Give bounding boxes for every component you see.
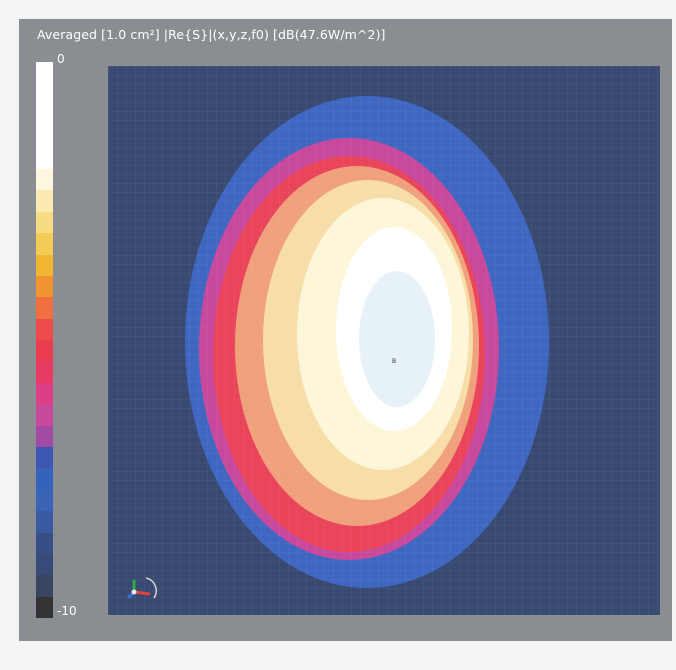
color-scale-step xyxy=(36,382,53,405)
color-scale-step xyxy=(36,275,53,298)
color-scale-step xyxy=(36,425,53,448)
color-scale-step xyxy=(36,596,53,619)
color-scale-step xyxy=(36,233,53,255)
field-viewport[interactable]: Averaged [1.0 cm²] |Re{S}|(x,y,z,f0) [dB… xyxy=(19,19,672,641)
color-scale-step xyxy=(36,340,53,362)
color-scale-min-label: -10 xyxy=(57,604,77,618)
color-scale-step xyxy=(36,553,53,576)
color-scale-step xyxy=(36,126,53,148)
color-scale-max-label: 0 xyxy=(57,52,65,66)
color-scale-step xyxy=(36,361,53,383)
peak-marker: B xyxy=(392,358,396,365)
color-scale-step xyxy=(36,318,53,341)
coordinate-axes-icon[interactable] xyxy=(124,572,164,604)
color-scale-step xyxy=(36,404,53,426)
color-scale-step xyxy=(36,62,53,84)
color-scale-step xyxy=(36,190,53,212)
color-scale-step xyxy=(36,511,53,533)
plot-title: Averaged [1.0 cm²] |Re{S}|(x,y,z,f0) [dB… xyxy=(37,27,386,42)
color-scale-step xyxy=(36,147,53,169)
color-scale-step xyxy=(36,447,53,469)
color-scale-step xyxy=(36,297,53,319)
color-scale-step xyxy=(36,168,53,191)
color-scale-step xyxy=(36,575,53,597)
color-scale-step xyxy=(36,489,53,512)
color-scale-step xyxy=(36,211,53,234)
color-scale-step xyxy=(36,83,53,105)
color-scale-step xyxy=(36,104,53,127)
color-scale-bar xyxy=(36,62,53,619)
measurement-grid xyxy=(108,66,660,615)
color-scale-step xyxy=(36,532,53,554)
field-distribution-plot[interactable]: B xyxy=(108,66,660,615)
color-scale-step xyxy=(36,254,53,276)
color-scale-step xyxy=(36,468,53,490)
